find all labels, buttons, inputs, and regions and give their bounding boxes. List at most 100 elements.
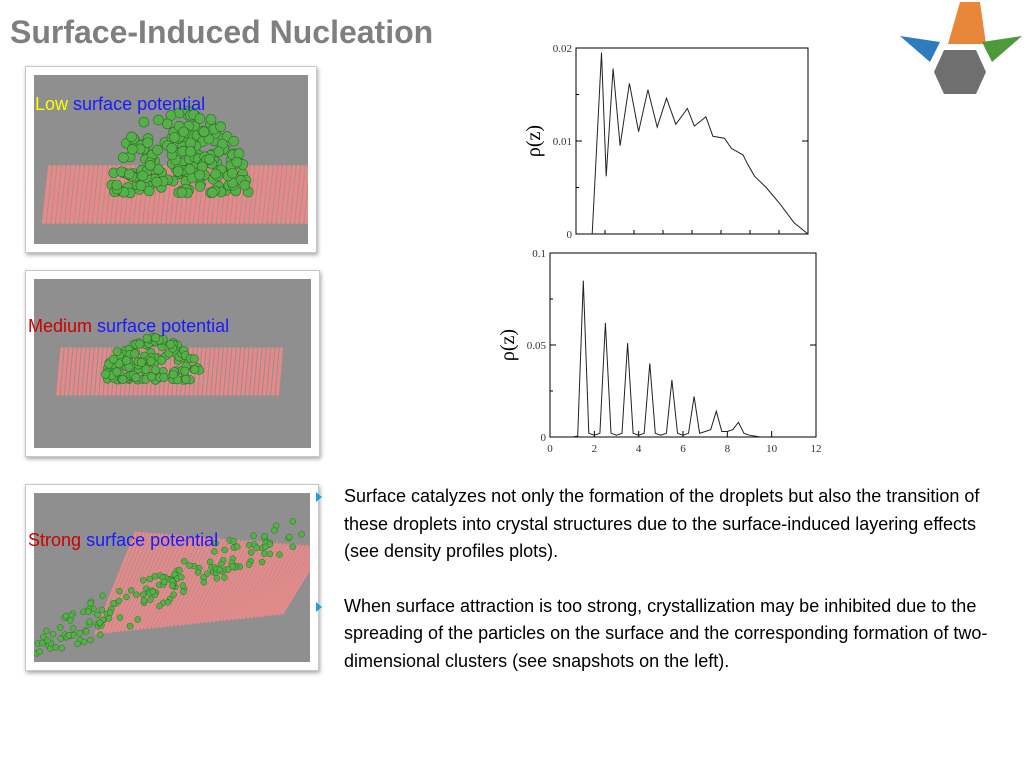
particle bbox=[85, 608, 92, 615]
surface-rod bbox=[281, 165, 292, 224]
particle bbox=[205, 114, 217, 125]
particle bbox=[178, 126, 189, 138]
particle bbox=[168, 369, 178, 379]
particle bbox=[138, 116, 150, 128]
surface-rod bbox=[304, 187, 308, 224]
particle bbox=[204, 154, 215, 165]
particle bbox=[36, 648, 43, 655]
particle bbox=[211, 548, 218, 555]
arrow-bullet-icon bbox=[316, 601, 322, 612]
particle bbox=[56, 624, 64, 631]
surface-rod bbox=[223, 541, 267, 621]
surface-rod bbox=[262, 165, 273, 224]
surface-rod bbox=[101, 165, 112, 224]
particle bbox=[130, 349, 140, 359]
surface-rod bbox=[204, 540, 248, 623]
particle bbox=[164, 599, 172, 606]
particle bbox=[159, 372, 169, 382]
surface-rod bbox=[228, 347, 236, 396]
surface-rod bbox=[215, 347, 223, 396]
surface-rod bbox=[266, 347, 275, 396]
particle bbox=[271, 527, 278, 534]
bullet-text: Surface catalyzes not only the formation… bbox=[344, 486, 980, 561]
particle bbox=[258, 558, 266, 566]
particle bbox=[134, 616, 141, 623]
particle bbox=[166, 339, 176, 349]
surface-rod bbox=[185, 538, 229, 625]
x-tick-label: 12 bbox=[811, 443, 822, 455]
snapshot-low bbox=[25, 66, 317, 253]
surface-rod bbox=[174, 537, 218, 627]
surface-rod bbox=[258, 165, 269, 224]
surface-rod bbox=[55, 165, 66, 224]
surface-rod bbox=[206, 347, 215, 396]
particle bbox=[86, 618, 93, 626]
particle bbox=[126, 622, 134, 630]
particle bbox=[87, 600, 94, 607]
surface-rod bbox=[245, 347, 253, 396]
y-axis-label: ρ(z) bbox=[523, 125, 545, 157]
particle bbox=[80, 638, 88, 646]
particle bbox=[253, 544, 260, 552]
surface-rod bbox=[261, 544, 305, 617]
density-profile-plot-bottom: 0 0.05 0.1 0 2 4 6 8 10 12 ρ(z) bbox=[497, 248, 822, 455]
particle bbox=[186, 562, 193, 569]
low-potential-simulation-image bbox=[42, 105, 308, 224]
particle bbox=[112, 346, 122, 356]
surface-rod bbox=[60, 347, 68, 396]
surface-rod bbox=[82, 347, 90, 396]
surface-rod bbox=[253, 165, 264, 224]
particle bbox=[185, 146, 196, 157]
surface-rod bbox=[197, 539, 241, 624]
particle bbox=[142, 333, 152, 343]
particle bbox=[49, 630, 57, 638]
x-tick-label: 4 bbox=[636, 443, 642, 455]
particle bbox=[135, 339, 145, 349]
bullet-text: When surface attraction is too strong, c… bbox=[344, 595, 988, 671]
surface-rod bbox=[73, 347, 81, 396]
particle bbox=[149, 588, 157, 596]
surface-rod bbox=[202, 347, 210, 396]
bullet-item: Surface catalyzes not only the formation… bbox=[316, 483, 1006, 566]
particle bbox=[115, 597, 123, 605]
particle bbox=[180, 588, 187, 596]
y-tick-label: 0.01 bbox=[553, 136, 572, 148]
surface-rod bbox=[290, 165, 301, 224]
particle bbox=[127, 143, 138, 155]
particle bbox=[108, 354, 118, 364]
particle bbox=[285, 533, 293, 541]
arrow-bullet-icon bbox=[316, 492, 322, 502]
surface-rod bbox=[223, 347, 232, 396]
particle bbox=[217, 560, 225, 568]
particle bbox=[137, 170, 149, 182]
particle bbox=[289, 518, 297, 525]
surface-rod bbox=[77, 347, 86, 396]
particle bbox=[122, 356, 132, 366]
particle bbox=[184, 163, 196, 175]
medium-potential-label: Medium surface potential bbox=[28, 316, 229, 337]
surface-rod bbox=[254, 347, 262, 396]
particle bbox=[198, 126, 210, 138]
surface-rod bbox=[83, 165, 94, 224]
particle bbox=[132, 591, 140, 598]
y-tick-label: 0.05 bbox=[527, 340, 547, 352]
plot-frame bbox=[549, 252, 817, 438]
surface-rod bbox=[117, 533, 161, 633]
surface-rod bbox=[193, 539, 237, 625]
surface-rod bbox=[257, 544, 301, 618]
surface-rod bbox=[86, 347, 94, 396]
particle bbox=[250, 532, 257, 539]
y-tick-label: 0.02 bbox=[553, 43, 572, 55]
particle bbox=[135, 180, 147, 191]
particle bbox=[289, 543, 297, 551]
surface-potential-text: surface potential bbox=[97, 316, 230, 336]
particle bbox=[57, 635, 64, 642]
particle bbox=[245, 561, 253, 568]
particle bbox=[247, 549, 255, 556]
particle bbox=[276, 551, 283, 558]
surface-rod bbox=[78, 165, 89, 224]
particle bbox=[67, 617, 74, 624]
particle bbox=[216, 566, 224, 574]
particle bbox=[177, 573, 185, 581]
particle bbox=[141, 364, 151, 374]
